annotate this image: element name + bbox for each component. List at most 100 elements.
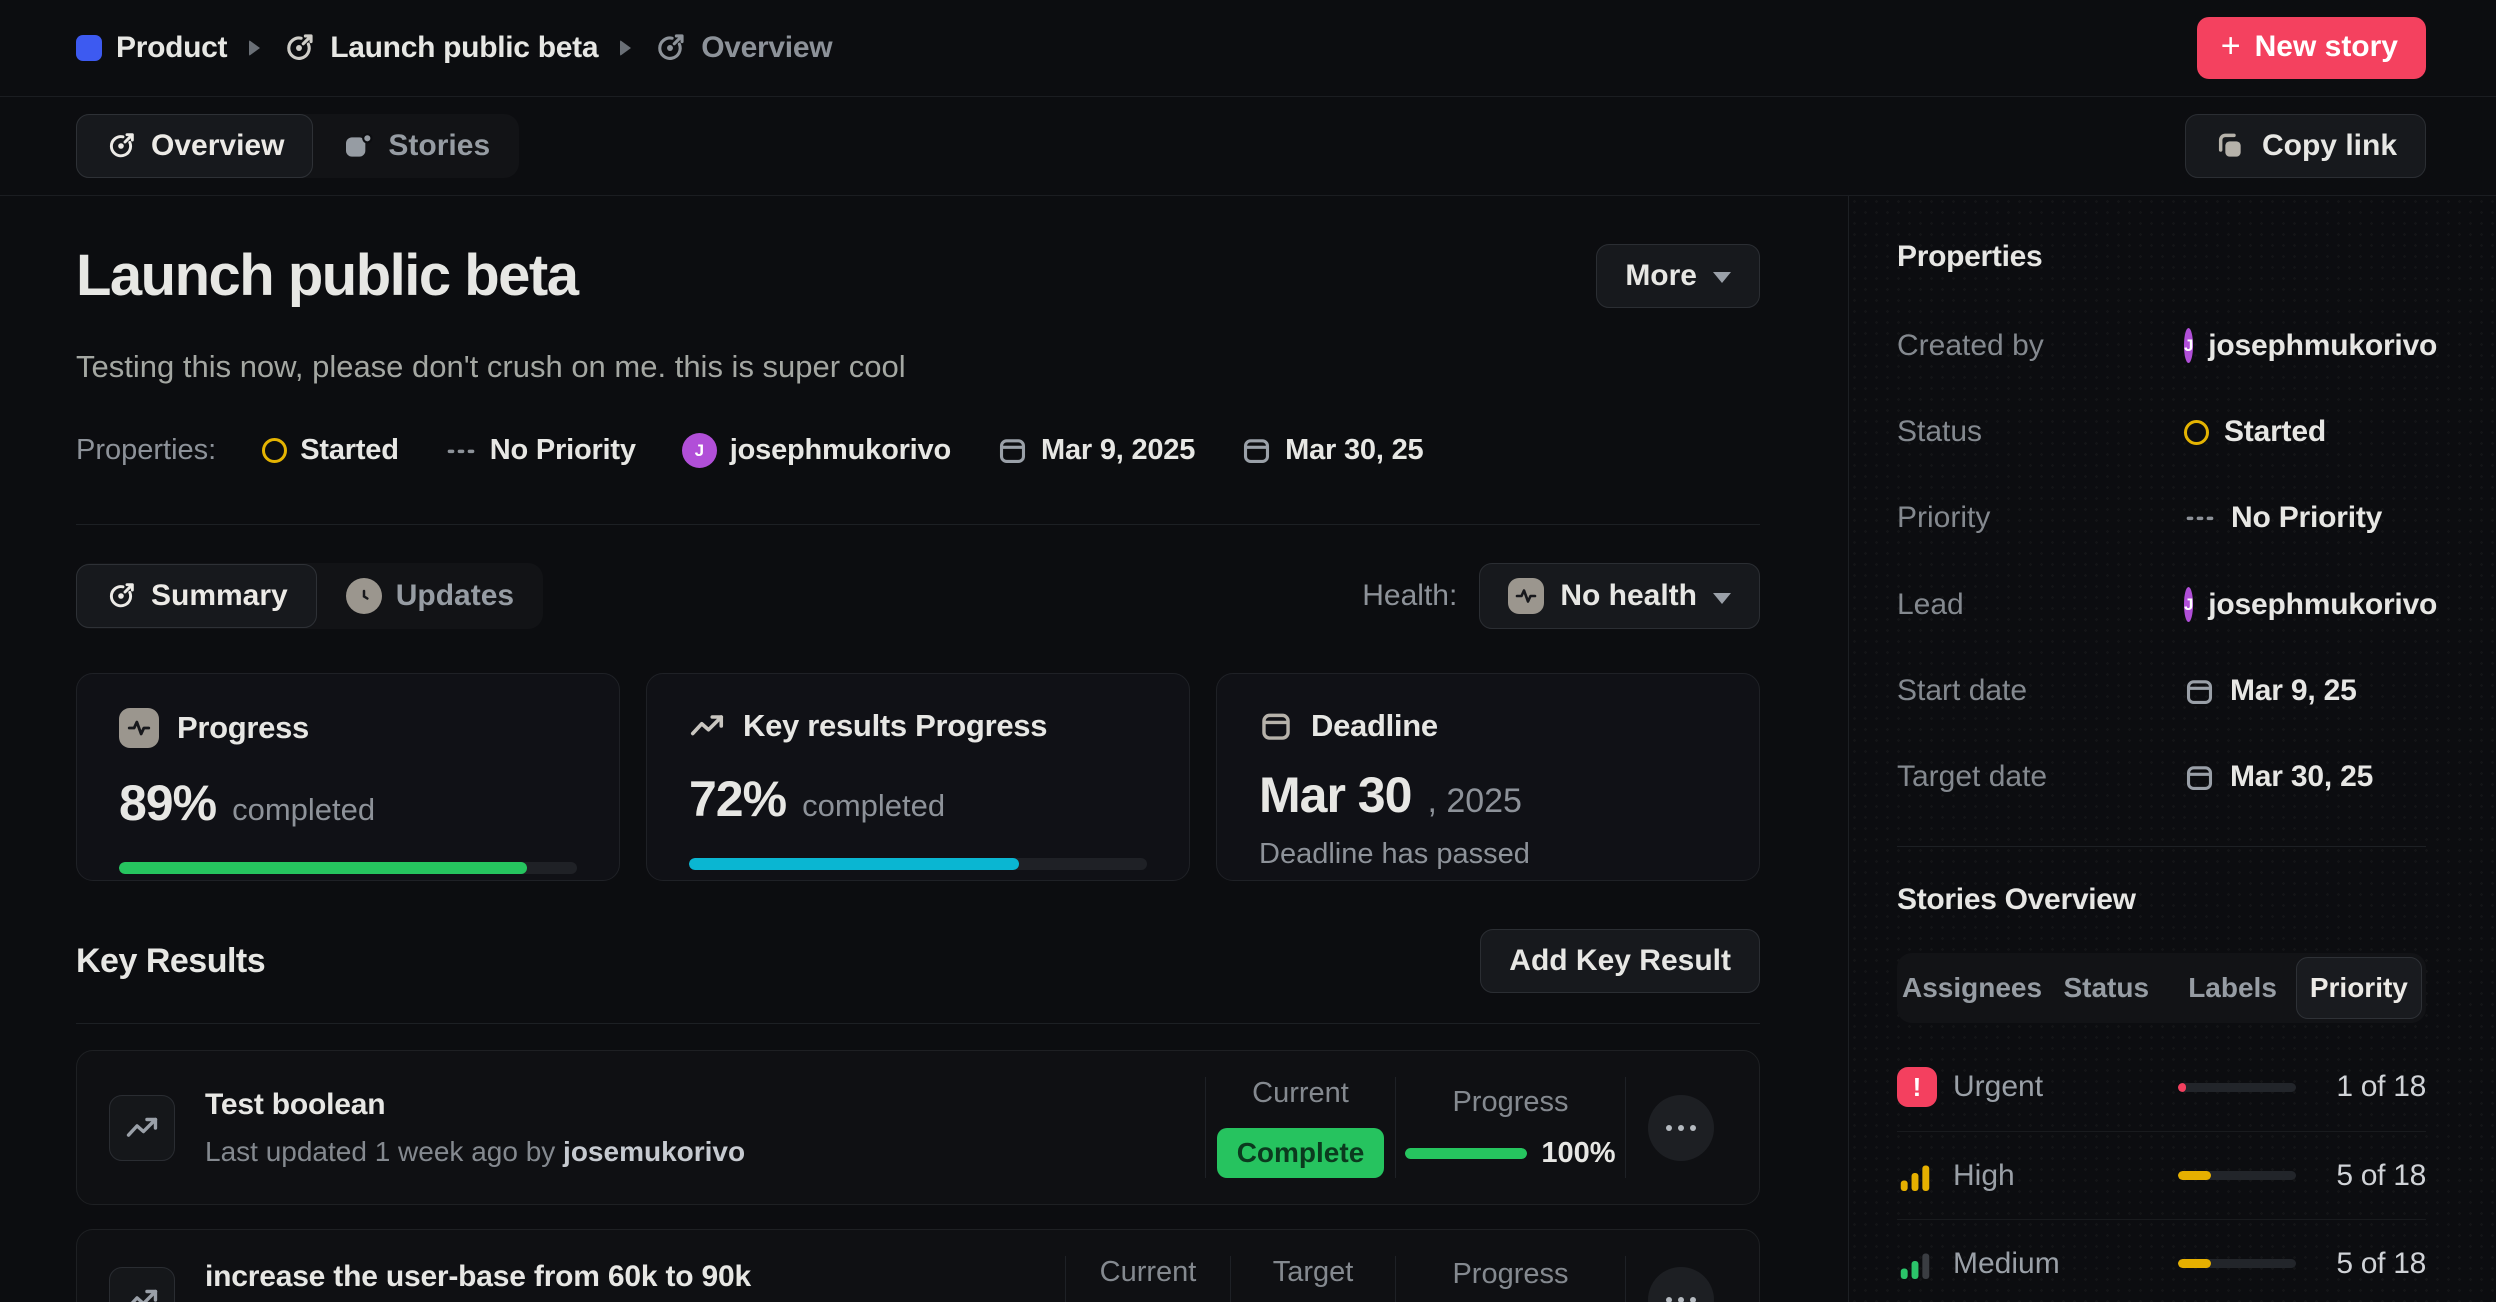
lead-value[interactable]: J josephmukorivo [2184,587,2437,622]
new-story-button[interactable]: + New story [2196,17,2426,79]
target-date-value[interactable]: Mar 30, 25 [2184,760,2426,794]
target-date-value: Mar 30, 25 [1285,434,1424,466]
property-row-start-date: Start date Mar 9, 25 [1897,674,2426,708]
kr-suffix: completed [802,788,946,823]
priority-value[interactable]: No Priority [2184,501,2426,535]
current-column: Current Complete [1205,1077,1395,1178]
breadcrumb-item-goal[interactable]: Launch public beta [282,31,599,65]
ellipsis-menu-button[interactable] [1647,1094,1714,1161]
key-result-info: Test boolean Last updated 1 week ago by … [205,1088,1205,1168]
owner-chip[interactable]: J josephmukorivo [681,433,951,468]
priority-row-label: Urgent [1953,1070,2044,1103]
deadline-year: , 2025 [1427,782,1522,820]
start-date-chip[interactable]: Mar 9, 2025 [997,434,1195,467]
add-key-result-label: Add Key Result [1509,944,1731,977]
target-column: Target 90 [1230,1256,1395,1302]
calendar-icon [2186,679,2213,704]
tab-overview[interactable]: Overview [76,114,314,178]
status-chip[interactable]: Started [262,434,399,467]
tab-status[interactable]: Status [2043,957,2169,1019]
tab-label: Updates [395,579,515,612]
goal-icon [109,583,134,608]
stories-icon [346,133,373,157]
copy-link-button[interactable]: Copy link [2184,114,2426,178]
page-content: Launch public beta More Testing this now… [0,196,2496,1302]
priority-chip[interactable]: No Priority [445,434,636,467]
priority-high-icon [1900,1165,1930,1191]
tab-updates[interactable]: Updates [317,563,543,629]
status-ring-icon [262,438,288,463]
section-divider [76,1023,1760,1024]
priority-breakdown: ! Urgent 1 of 18 High 5 of 18 Medium [1897,1043,2426,1302]
property-label: Target date [1897,760,2048,793]
priority-row-count: 1 of 18 [2336,1070,2426,1103]
key-result-row[interactable]: increase the user-base from 60k to 90k L… [76,1229,1760,1302]
new-story-label: New story [2254,30,2398,63]
card-title: Progress [177,710,309,745]
title-row: Launch public beta More [76,242,1760,309]
ellipsis-menu-button[interactable] [1647,1266,1714,1302]
project-description: Testing this now, please don't crush on … [76,349,906,384]
target-date-chip[interactable]: Mar 30, 25 [1241,434,1424,467]
more-button[interactable]: More [1596,243,1760,308]
property-row-lead: Lead J josephmukorivo [1897,587,2437,622]
properties-list: Created by J josephmukorivo Status Start… [1897,328,2437,794]
status-value[interactable]: Started [2184,415,2426,449]
progress-suffix: completed [232,792,376,827]
key-result-iconbox [109,1094,175,1161]
current-label: Current [1099,1256,1197,1288]
priority-bar-track [2178,1171,2296,1180]
tab-stories[interactable]: Stories [313,114,519,178]
current-column: Current 80 [1065,1256,1230,1302]
user-name: josephmukorivo [2208,587,2438,621]
created-by-value[interactable]: J josephmukorivo [2184,328,2437,363]
plus-icon: + [2220,27,2241,66]
priority-row-medium[interactable]: Medium 5 of 18 [1897,1219,2426,1302]
urgent-icon: ! [1897,1067,1937,1107]
breadcrumb-item-product[interactable]: Product [76,31,228,65]
mini-progress-fill [1405,1147,1528,1159]
key-results-header: Key Results Add Key Result [76,929,1760,993]
chevron-right-icon [620,40,632,56]
goal-icon [109,133,134,158]
avatar: J [2184,587,2193,622]
breadcrumb-item-overview[interactable]: Overview [653,31,833,65]
deadline-date: Mar 30 [1259,767,1412,823]
stories-overview-tabs: Assignees Status Labels Priority [1897,953,2426,1023]
tab-priority[interactable]: Priority [2295,957,2423,1019]
priority-text: No Priority [2231,501,2383,534]
sidebar-properties-heading: Properties [1897,240,2043,273]
property-row-status: Status Started [1897,415,2426,449]
copy-link-label: Copy link [2261,129,2397,162]
clock-icon [345,578,382,614]
status-ring-icon [2184,419,2209,445]
tab-labels[interactable]: Labels [2169,957,2295,1019]
start-date-value[interactable]: Mar 9, 25 [2184,674,2426,708]
card-title: Key results Progress [743,708,1048,743]
add-key-result-button[interactable]: Add Key Result [1480,929,1760,993]
summary-row: Summary Updates Health: No health [76,563,1760,629]
breadcrumb-label: Product [116,31,228,64]
priority-row-high[interactable]: High 5 of 18 [1897,1131,2426,1219]
priority-row-urgent[interactable]: ! Urgent 1 of 18 [1897,1043,2426,1131]
chevron-right-icon [249,40,261,56]
no-priority-icon [2186,516,2214,521]
priority-row-count: 5 of 18 [2336,1158,2426,1192]
copy-icon [2218,133,2241,157]
progress-label: Progress [1452,1257,1569,1290]
health-dropdown[interactable]: No health [1479,563,1760,629]
kr-progress-bar [689,858,1147,870]
row-menu [1625,1256,1735,1302]
complete-badge: Complete [1216,1128,1385,1178]
property-row-created-by: Created by J josephmukorivo [1897,328,2437,363]
priority-row-count: 5 of 18 [2336,1246,2426,1280]
tab-assignees[interactable]: Assignees [1901,957,2043,1019]
tab-label: Stories [388,129,491,162]
target-label: Target [1272,1256,1354,1288]
breadcrumb: Product Launch public beta Overview [76,31,833,65]
view-tabs: Overview Stories [76,114,520,178]
kr-percent: 72% [689,771,787,827]
key-result-row[interactable]: Test boolean Last updated 1 week ago by … [76,1050,1760,1205]
tab-summary[interactable]: Summary [76,564,317,628]
progress-bar [119,862,577,874]
